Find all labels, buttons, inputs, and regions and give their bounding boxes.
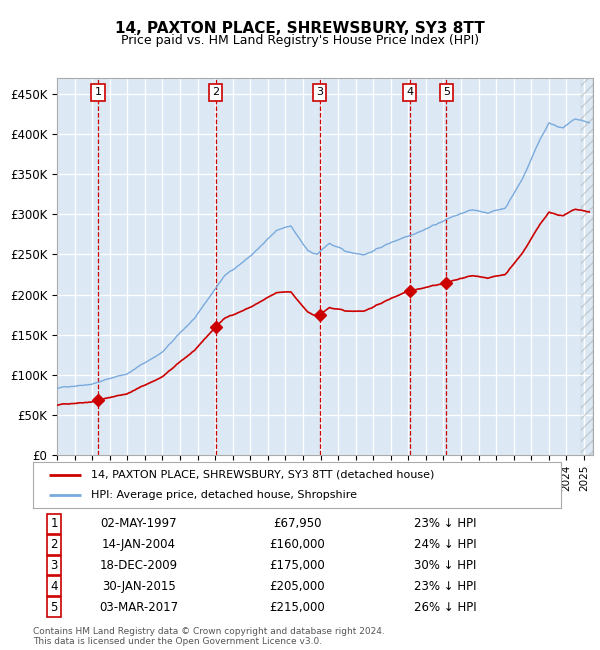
Text: 18-DEC-2009: 18-DEC-2009 (100, 559, 178, 572)
Text: 30% ↓ HPI: 30% ↓ HPI (413, 559, 476, 572)
Text: 26% ↓ HPI: 26% ↓ HPI (413, 601, 476, 614)
Text: 02-MAY-1997: 02-MAY-1997 (100, 517, 177, 530)
Text: 5: 5 (443, 88, 450, 97)
Text: Price paid vs. HM Land Registry's House Price Index (HPI): Price paid vs. HM Land Registry's House … (121, 34, 479, 47)
Text: 14, PAXTON PLACE, SHREWSBURY, SY3 8TT (detached house): 14, PAXTON PLACE, SHREWSBURY, SY3 8TT (d… (91, 469, 434, 480)
Text: This data is licensed under the Open Government Licence v3.0.: This data is licensed under the Open Gov… (33, 637, 322, 646)
Text: 1: 1 (94, 88, 101, 97)
Text: £175,000: £175,000 (269, 559, 325, 572)
Text: 2: 2 (50, 538, 58, 551)
Text: £215,000: £215,000 (269, 601, 325, 614)
Text: 4: 4 (406, 88, 413, 97)
Text: 2: 2 (212, 88, 220, 97)
Text: £160,000: £160,000 (269, 538, 325, 551)
Text: 24% ↓ HPI: 24% ↓ HPI (413, 538, 476, 551)
Text: 5: 5 (50, 601, 58, 614)
Text: 1: 1 (50, 517, 58, 530)
Text: 30-JAN-2015: 30-JAN-2015 (102, 580, 175, 593)
Text: 3: 3 (316, 88, 323, 97)
Text: 3: 3 (50, 559, 58, 572)
Text: 23% ↓ HPI: 23% ↓ HPI (413, 517, 476, 530)
Text: 23% ↓ HPI: 23% ↓ HPI (413, 580, 476, 593)
Text: £205,000: £205,000 (269, 580, 325, 593)
Text: 14-JAN-2004: 14-JAN-2004 (101, 538, 176, 551)
Text: £67,950: £67,950 (273, 517, 321, 530)
Text: 03-MAR-2017: 03-MAR-2017 (99, 601, 178, 614)
Text: Contains HM Land Registry data © Crown copyright and database right 2024.: Contains HM Land Registry data © Crown c… (33, 627, 385, 636)
Text: 4: 4 (50, 580, 58, 593)
Text: HPI: Average price, detached house, Shropshire: HPI: Average price, detached house, Shro… (91, 490, 357, 501)
Text: 14, PAXTON PLACE, SHREWSBURY, SY3 8TT: 14, PAXTON PLACE, SHREWSBURY, SY3 8TT (115, 21, 485, 36)
